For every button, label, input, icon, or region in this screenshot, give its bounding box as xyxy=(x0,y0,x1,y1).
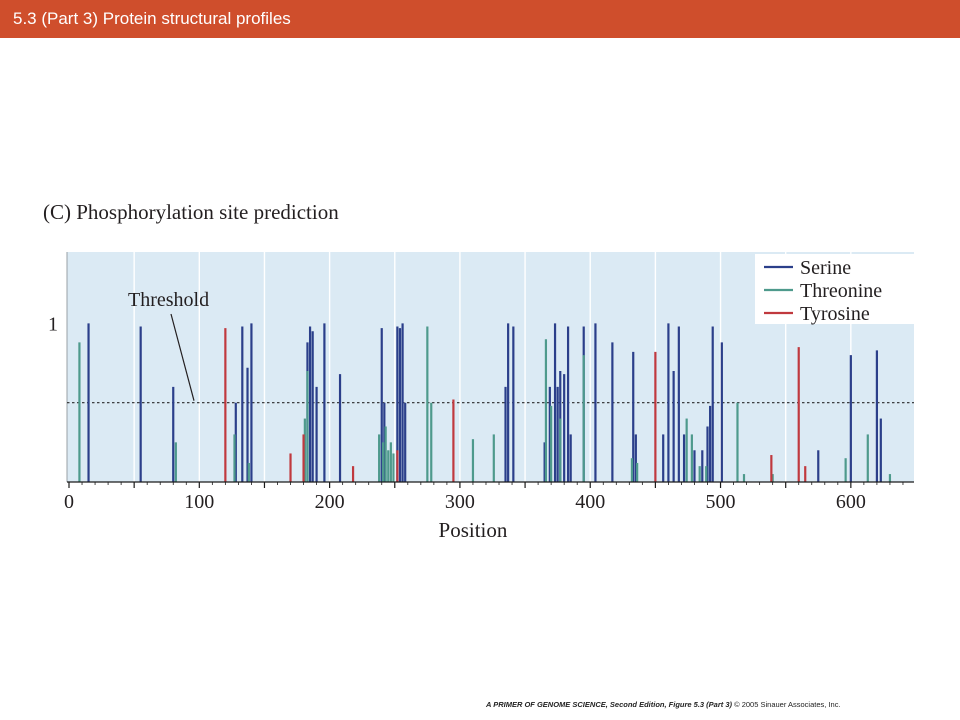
x-tick-label: 400 xyxy=(575,491,605,513)
x-tick-label: 0 xyxy=(64,491,74,513)
threshold-label: Threshold xyxy=(128,289,209,311)
threshold-pointer xyxy=(170,313,195,401)
legend-label-serine: Serine xyxy=(800,257,851,279)
x-tick-label: 600 xyxy=(836,491,866,513)
x-tick-label: 100 xyxy=(184,491,214,513)
x-axis-label: Position xyxy=(439,518,508,542)
x-tick-label: 200 xyxy=(315,491,345,513)
copyright-text: © 2005 Sinauer Associates, Inc. xyxy=(734,700,841,709)
figure-citation: A PRIMER OF GENOME SCIENCE, Second Editi… xyxy=(486,700,733,709)
legend-label-threonine: Threonine xyxy=(800,280,882,302)
slide-title-bar: 5.3 (Part 3) Protein structural profiles xyxy=(0,0,960,38)
panel-title: (C) Phosphorylation site prediction xyxy=(43,200,339,224)
x-tick-label: 500 xyxy=(706,491,736,513)
slide-title: 5.3 (Part 3) Protein structural profiles xyxy=(13,9,291,28)
x-tick-label: 300 xyxy=(445,491,475,513)
figure-footer: A PRIMER OF GENOME SCIENCE, Second Editi… xyxy=(486,700,841,709)
legend-label-tyrosine: Tyrosine xyxy=(800,303,870,325)
y-tick-label: 1 xyxy=(48,313,58,335)
phosphorylation-chart: 0 100 200 300 400 500 600 Position 1 Threshold Ser… xyxy=(48,252,915,542)
